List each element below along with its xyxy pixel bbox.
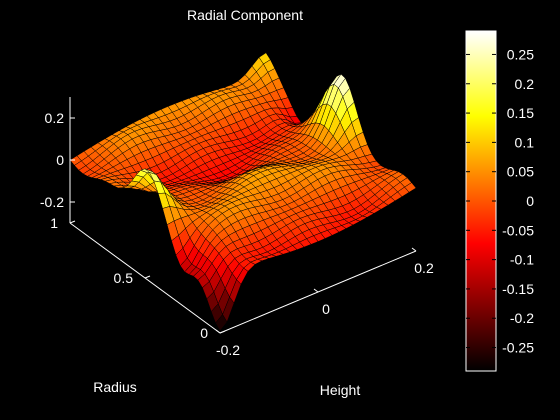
y-tick bbox=[219, 330, 226, 334]
colorbar: -0.25 -0.2 -0.15 -0.1 -0.05 0 0.05 0.1 0.15 0.2 0.… bbox=[465, 30, 535, 372]
colorbar-tick-label: 0.25 bbox=[507, 46, 534, 62]
colorbar-gradient bbox=[465, 30, 497, 372]
y-tick bbox=[69, 220, 76, 224]
y-tick-label: 1 bbox=[50, 215, 58, 231]
x-tick bbox=[215, 329, 221, 334]
x-tick bbox=[313, 288, 319, 293]
chart-title: Radial Component bbox=[187, 7, 303, 23]
colorbar-tick-label: -0.05 bbox=[502, 222, 534, 238]
colorbar-tick-label: 0.15 bbox=[507, 105, 534, 121]
x-tick bbox=[411, 247, 417, 252]
x-tick-label: 0.2 bbox=[414, 260, 434, 276]
x-tick-label: 0 bbox=[322, 301, 330, 317]
colorbar-tick-label: 0.2 bbox=[515, 76, 535, 92]
x-tick-label: -0.2 bbox=[216, 342, 240, 358]
colorbar-tick-label: 0.05 bbox=[507, 164, 534, 180]
colorbar-tick-label: 0.1 bbox=[515, 134, 535, 150]
colorbar-tick-label: -0.25 bbox=[502, 340, 534, 356]
axes-box: -0.2 0 0.2 0 0.5 1 -0.2 0 0.2 bbox=[40, 97, 434, 358]
surface-mesh bbox=[69, 52, 417, 332]
z-tick-label: -0.2 bbox=[40, 194, 64, 210]
colorbar-tick-label: -0.2 bbox=[510, 310, 534, 326]
y-axis-label: Radius bbox=[93, 379, 137, 395]
surface-patch bbox=[215, 314, 228, 332]
colorbar-tick-label: -0.15 bbox=[502, 281, 534, 297]
y-tick-label: 0 bbox=[200, 325, 208, 341]
z-tick-label: 0 bbox=[56, 152, 64, 168]
x-axis-label: Height bbox=[320, 382, 361, 398]
y-tick-label: 0.5 bbox=[114, 270, 134, 286]
y-tick bbox=[144, 275, 151, 279]
colorbar-tick-label: -0.1 bbox=[510, 252, 534, 268]
colorbar-tick-label: 0 bbox=[526, 193, 534, 209]
z-tick-label: 0.2 bbox=[45, 110, 65, 126]
